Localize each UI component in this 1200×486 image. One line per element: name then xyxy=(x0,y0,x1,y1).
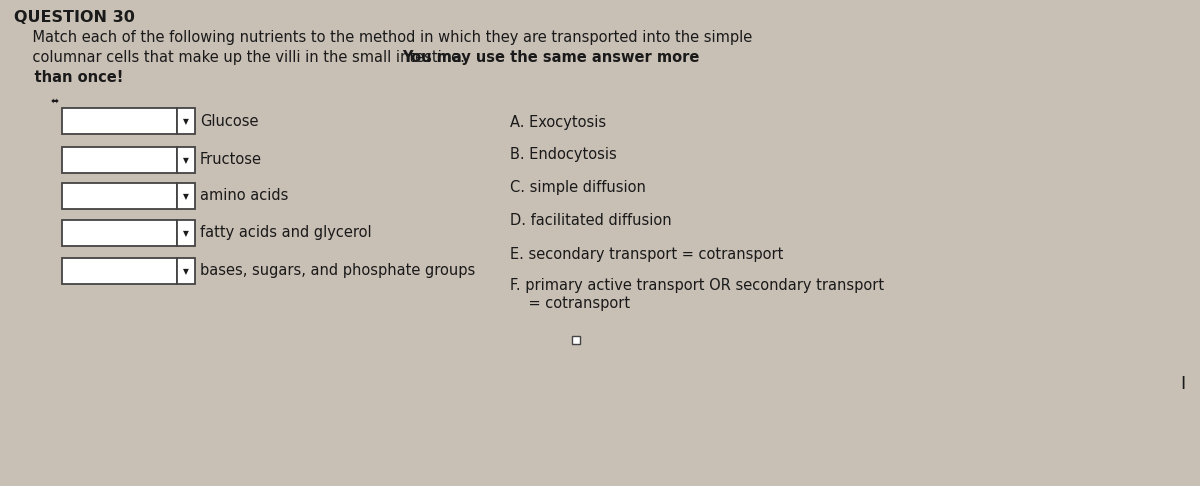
Text: ▼: ▼ xyxy=(184,229,188,239)
Text: ▼: ▼ xyxy=(184,118,188,126)
Text: ▼: ▼ xyxy=(184,267,188,277)
Text: Match each of the following nutrients to the method in which they are transporte: Match each of the following nutrients to… xyxy=(14,30,752,45)
FancyBboxPatch shape xyxy=(178,183,194,209)
Bar xyxy=(572,336,580,344)
Text: I: I xyxy=(1181,375,1186,393)
FancyBboxPatch shape xyxy=(178,258,194,284)
FancyBboxPatch shape xyxy=(62,183,178,209)
Text: You may use the same answer more: You may use the same answer more xyxy=(402,50,700,65)
Text: amino acids: amino acids xyxy=(200,189,288,204)
Text: fatty acids and glycerol: fatty acids and glycerol xyxy=(200,226,372,241)
Text: bases, sugars, and phosphate groups: bases, sugars, and phosphate groups xyxy=(200,263,475,278)
Text: F. primary active transport OR secondary transport: F. primary active transport OR secondary… xyxy=(510,278,884,293)
Text: QUESTION 30: QUESTION 30 xyxy=(14,10,134,25)
Text: A. Exocytosis: A. Exocytosis xyxy=(510,115,606,130)
Text: C. simple diffusion: C. simple diffusion xyxy=(510,180,646,195)
Text: ▼: ▼ xyxy=(184,192,188,202)
Text: ⬌: ⬌ xyxy=(50,96,59,106)
FancyBboxPatch shape xyxy=(62,258,178,284)
Text: columnar cells that make up the villi in the small intestine.: columnar cells that make up the villi in… xyxy=(14,50,469,65)
Text: E. secondary transport = cotransport: E. secondary transport = cotransport xyxy=(510,247,784,262)
FancyBboxPatch shape xyxy=(178,220,194,246)
FancyBboxPatch shape xyxy=(62,147,178,173)
Text: Glucose: Glucose xyxy=(200,114,258,128)
Text: than once!: than once! xyxy=(14,70,124,85)
Text: = cotransport: = cotransport xyxy=(510,296,630,311)
Text: B. Endocytosis: B. Endocytosis xyxy=(510,147,617,162)
FancyBboxPatch shape xyxy=(62,220,178,246)
Text: Fructose: Fructose xyxy=(200,153,262,168)
FancyBboxPatch shape xyxy=(62,108,178,134)
FancyBboxPatch shape xyxy=(178,147,194,173)
Text: D. facilitated diffusion: D. facilitated diffusion xyxy=(510,213,672,228)
FancyBboxPatch shape xyxy=(178,108,194,134)
Text: ▼: ▼ xyxy=(184,156,188,166)
